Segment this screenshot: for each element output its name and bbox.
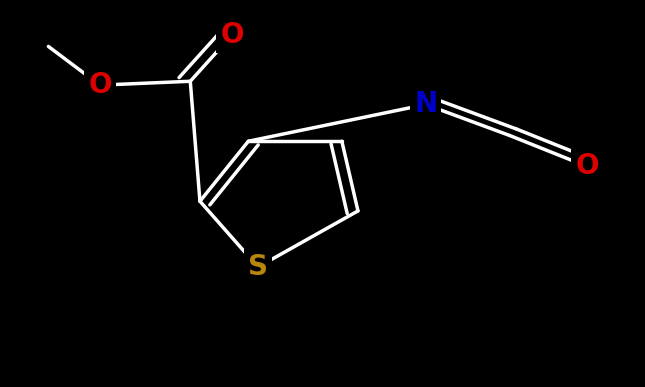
Text: O: O: [575, 152, 599, 180]
Text: S: S: [248, 253, 268, 281]
Text: N: N: [414, 91, 437, 118]
Text: O: O: [88, 71, 112, 99]
Text: O: O: [221, 21, 244, 49]
